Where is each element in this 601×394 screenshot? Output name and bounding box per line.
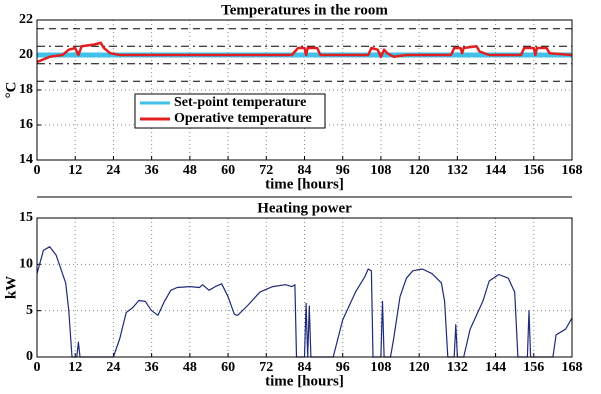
x-tick-label: 0: [34, 360, 41, 375]
x-tick-label: 132: [447, 163, 468, 178]
x-tick-label: 60: [221, 163, 235, 178]
y-axis-label: kW: [3, 276, 19, 299]
plot-area: [37, 218, 572, 357]
x-tick-label: 12: [68, 163, 82, 178]
axes-frame: [36, 217, 573, 358]
y-tick-label: 18: [19, 82, 33, 97]
y-tick-label: 0: [26, 349, 33, 364]
x-tick-label: 96: [336, 360, 350, 375]
legend-box: [134, 93, 326, 129]
y-tick-label: 16: [19, 117, 33, 132]
x-tick-label: 168: [562, 163, 583, 178]
y-tick-label: 5: [26, 303, 33, 318]
y-tick-label: 14: [19, 152, 33, 167]
x-tick-label: 24: [106, 360, 120, 375]
data-line: [36, 41, 573, 64]
axes-frame: [36, 19, 573, 161]
x-tick-label: 24: [106, 163, 120, 178]
x-tick-label: 156: [523, 163, 544, 178]
x-tick-label: 36: [145, 163, 159, 178]
x-tick-label: 0: [34, 163, 41, 178]
x-tick-label: 72: [259, 360, 273, 375]
x-tick-label: 84: [298, 163, 312, 178]
y-axis-label: °C: [3, 82, 19, 99]
x-tick-label: 108: [370, 163, 391, 178]
x-tick-label: 144: [485, 360, 506, 375]
y-tick-label: 22: [19, 12, 33, 27]
x-axis-label: time [hours]: [265, 176, 344, 192]
x-tick-label: 12: [68, 360, 82, 375]
x-tick-label: 108: [370, 360, 391, 375]
y-tick-label: 20: [19, 47, 33, 62]
y-tick-label: 10: [19, 257, 33, 272]
x-tick-label: 120: [409, 360, 430, 375]
x-tick-label: 144: [485, 163, 506, 178]
chart-title: Heating power: [257, 200, 352, 216]
legend-label: Set-point temperature: [174, 95, 306, 110]
x-tick-label: 96: [336, 163, 350, 178]
x-tick-label: 84: [298, 360, 312, 375]
data-line: [36, 246, 573, 358]
x-tick-label: 132: [447, 360, 468, 375]
x-tick-label: 48: [183, 163, 197, 178]
x-tick-label: 60: [221, 360, 235, 375]
y-tick-label: 15: [19, 210, 33, 225]
x-tick-label: 48: [183, 360, 197, 375]
x-axis-label: time [hours]: [265, 373, 344, 389]
chart-title: Temperatures in the room: [221, 2, 388, 18]
x-tick-label: 36: [145, 360, 159, 375]
x-tick-label: 72: [259, 163, 273, 178]
x-tick-label: 120: [409, 163, 430, 178]
x-tick-label: 168: [562, 360, 583, 375]
legend-label: Operative temperature: [174, 111, 312, 126]
x-tick-label: 156: [523, 360, 544, 375]
